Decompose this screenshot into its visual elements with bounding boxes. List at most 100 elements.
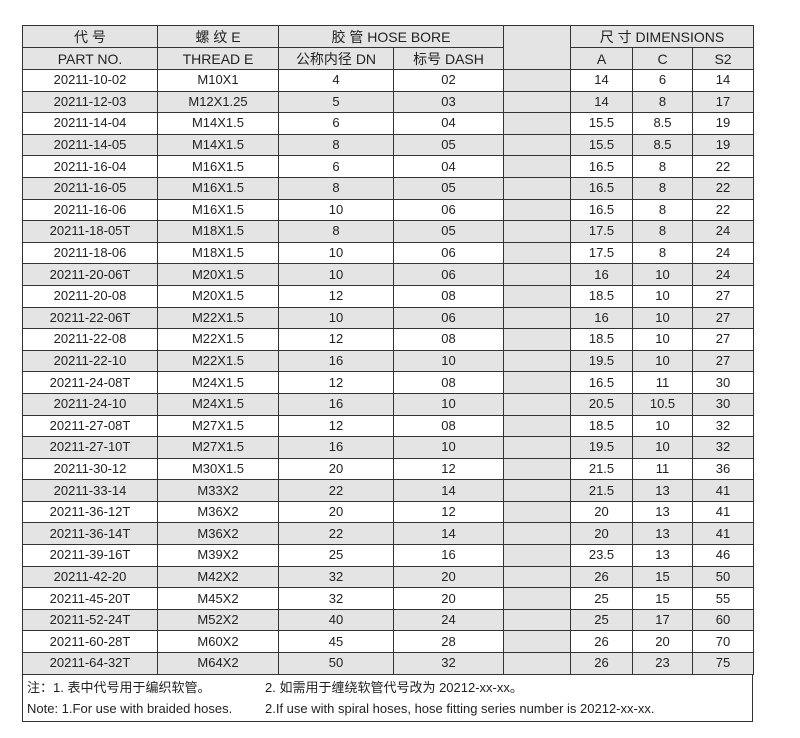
- table-row: 20211-30-12 M30X1.5 20 12 21.5 11 36: [22, 457, 755, 481]
- c-cell: 20: [632, 630, 693, 654]
- dash-cell: 08: [393, 328, 504, 351]
- dn-cell: 32: [278, 565, 394, 589]
- dash-cell: 20: [393, 587, 504, 610]
- thread-cell: M22X1.5: [157, 328, 279, 351]
- dash-cell: 16: [393, 544, 504, 567]
- c-cell: 15: [632, 587, 693, 610]
- a-cell: 20.5: [570, 392, 633, 416]
- dash-header: 标号 DASH: [393, 47, 504, 70]
- part-no-cell: 20211-18-06: [22, 241, 158, 265]
- dash-cell: 06: [393, 241, 504, 265]
- note-cn-1: 注：1. 表中代号用于编织软管。: [27, 679, 211, 695]
- table-row: 20211-27-08T M27X1.5 12 08 18.5 10 32: [22, 414, 755, 438]
- thread-cell: M12X1.25: [157, 90, 279, 114]
- dn-cell: 8: [278, 176, 394, 200]
- c-cell: 8.5: [632, 133, 693, 157]
- s2-cell: 19: [691, 133, 755, 157]
- s2-header: S2: [691, 47, 755, 70]
- blank-cell: [503, 328, 571, 351]
- thread-cell: M64X2: [157, 652, 279, 675]
- note-en-2: 2.If use with spiral hoses, hose fitting…: [265, 700, 655, 716]
- a-cell: 21.5: [570, 479, 633, 502]
- thread-cell: M45X2: [157, 587, 279, 610]
- a-cell: 16.5: [570, 155, 633, 178]
- thread-cell: M22X1.5: [157, 349, 279, 373]
- thread-cell: M27X1.5: [157, 436, 279, 459]
- c-cell: 10: [632, 284, 693, 308]
- blank-cell: [503, 392, 571, 416]
- a-cell: 19.5: [570, 436, 633, 459]
- table-row: 20211-18-06 M18X1.5 10 06 17.5 8 24: [22, 241, 755, 265]
- s2-cell: 27: [691, 284, 755, 308]
- blank-cell: [503, 500, 571, 524]
- c-cell: 11: [632, 457, 693, 481]
- blank-cell: [503, 241, 571, 265]
- s2-cell: 75: [691, 652, 755, 675]
- a-cell: 25: [570, 608, 633, 632]
- a-cell: 19.5: [570, 349, 633, 373]
- dash-cell: 08: [393, 371, 504, 394]
- dash-cell: 14: [393, 522, 504, 546]
- c-cell: 8: [632, 90, 693, 114]
- dash-cell: 32: [393, 652, 504, 675]
- table-row: 20211-39-16T M39X2 25 16 23.5 13 46: [22, 544, 755, 567]
- c-cell: 8: [632, 198, 693, 222]
- blank-cell: [503, 457, 571, 481]
- part-no-cell: 20211-64-32T: [22, 652, 158, 675]
- blank-cell: [503, 349, 571, 373]
- blank-cell: [503, 608, 571, 632]
- part-no-cell: 20211-27-10T: [22, 436, 158, 459]
- part-no-cell: 20211-30-12: [22, 457, 158, 481]
- dn-cell: 50: [278, 652, 394, 675]
- s2-cell: 50: [691, 565, 755, 589]
- table-row: 20211-36-12T M36X2 20 12 20 13 41: [22, 500, 755, 524]
- s2-cell: 19: [691, 112, 755, 135]
- part-no-cell: 20211-60-28T: [22, 630, 158, 654]
- part-no-cell: 20211-16-04: [22, 155, 158, 178]
- blank-cell: [503, 263, 571, 286]
- dash-cell: 06: [393, 306, 504, 330]
- dn-cell: 6: [278, 155, 394, 178]
- a-cell: 21.5: [570, 457, 633, 481]
- blank-cell: [503, 90, 571, 114]
- thread-cell: M52X2: [157, 608, 279, 632]
- part-no-cell: 20211-20-06T: [22, 263, 158, 286]
- table-row: 20211-12-03 M12X1.25 5 03 14 8 17: [22, 90, 755, 114]
- s2-cell: 14: [691, 69, 755, 92]
- dn-cell: 4: [278, 69, 394, 92]
- part-no-cell: 20211-12-03: [22, 90, 158, 114]
- blank-cell: [503, 133, 571, 157]
- dn-cell: 22: [278, 479, 394, 502]
- part-no-cell: 20211-52-24T: [22, 608, 158, 632]
- a-cell: 20: [570, 522, 633, 546]
- a-cell: 17.5: [570, 241, 633, 265]
- s2-cell: 24: [691, 220, 755, 243]
- part-no-cell: 20211-36-14T: [22, 522, 158, 546]
- a-cell: 20: [570, 500, 633, 524]
- s2-cell: 46: [691, 544, 755, 567]
- thread-cell: M22X1.5: [157, 306, 279, 330]
- dn-cell: 10: [278, 306, 394, 330]
- s2-cell: 41: [691, 479, 755, 502]
- table-row: 20211-20-08 M20X1.5 12 08 18.5 10 27: [22, 284, 755, 308]
- c-cell: 13: [632, 500, 693, 524]
- c-cell: 10: [632, 328, 693, 351]
- table-row: 20211-16-06 M16X1.5 10 06 16.5 8 22: [22, 198, 755, 222]
- thread-cell: M24X1.5: [157, 392, 279, 416]
- dn-cell: 12: [278, 284, 394, 308]
- dash-cell: 08: [393, 284, 504, 308]
- dash-cell: 14: [393, 479, 504, 502]
- a-cell: 14: [570, 90, 633, 114]
- a-cell: 18.5: [570, 284, 633, 308]
- table-row: 20211-18-05T M18X1.5 8 05 17.5 8 24: [22, 220, 755, 243]
- thread-cell: M18X1.5: [157, 220, 279, 243]
- s2-cell: 27: [691, 306, 755, 330]
- s2-cell: 24: [691, 263, 755, 286]
- c-cell: 8: [632, 155, 693, 178]
- c-cell: 13: [632, 544, 693, 567]
- dash-cell: 03: [393, 90, 504, 114]
- blank-cell: [503, 198, 571, 222]
- a-cell: 15.5: [570, 133, 633, 157]
- blank-cell: [503, 306, 571, 330]
- thread-cell: M39X2: [157, 544, 279, 567]
